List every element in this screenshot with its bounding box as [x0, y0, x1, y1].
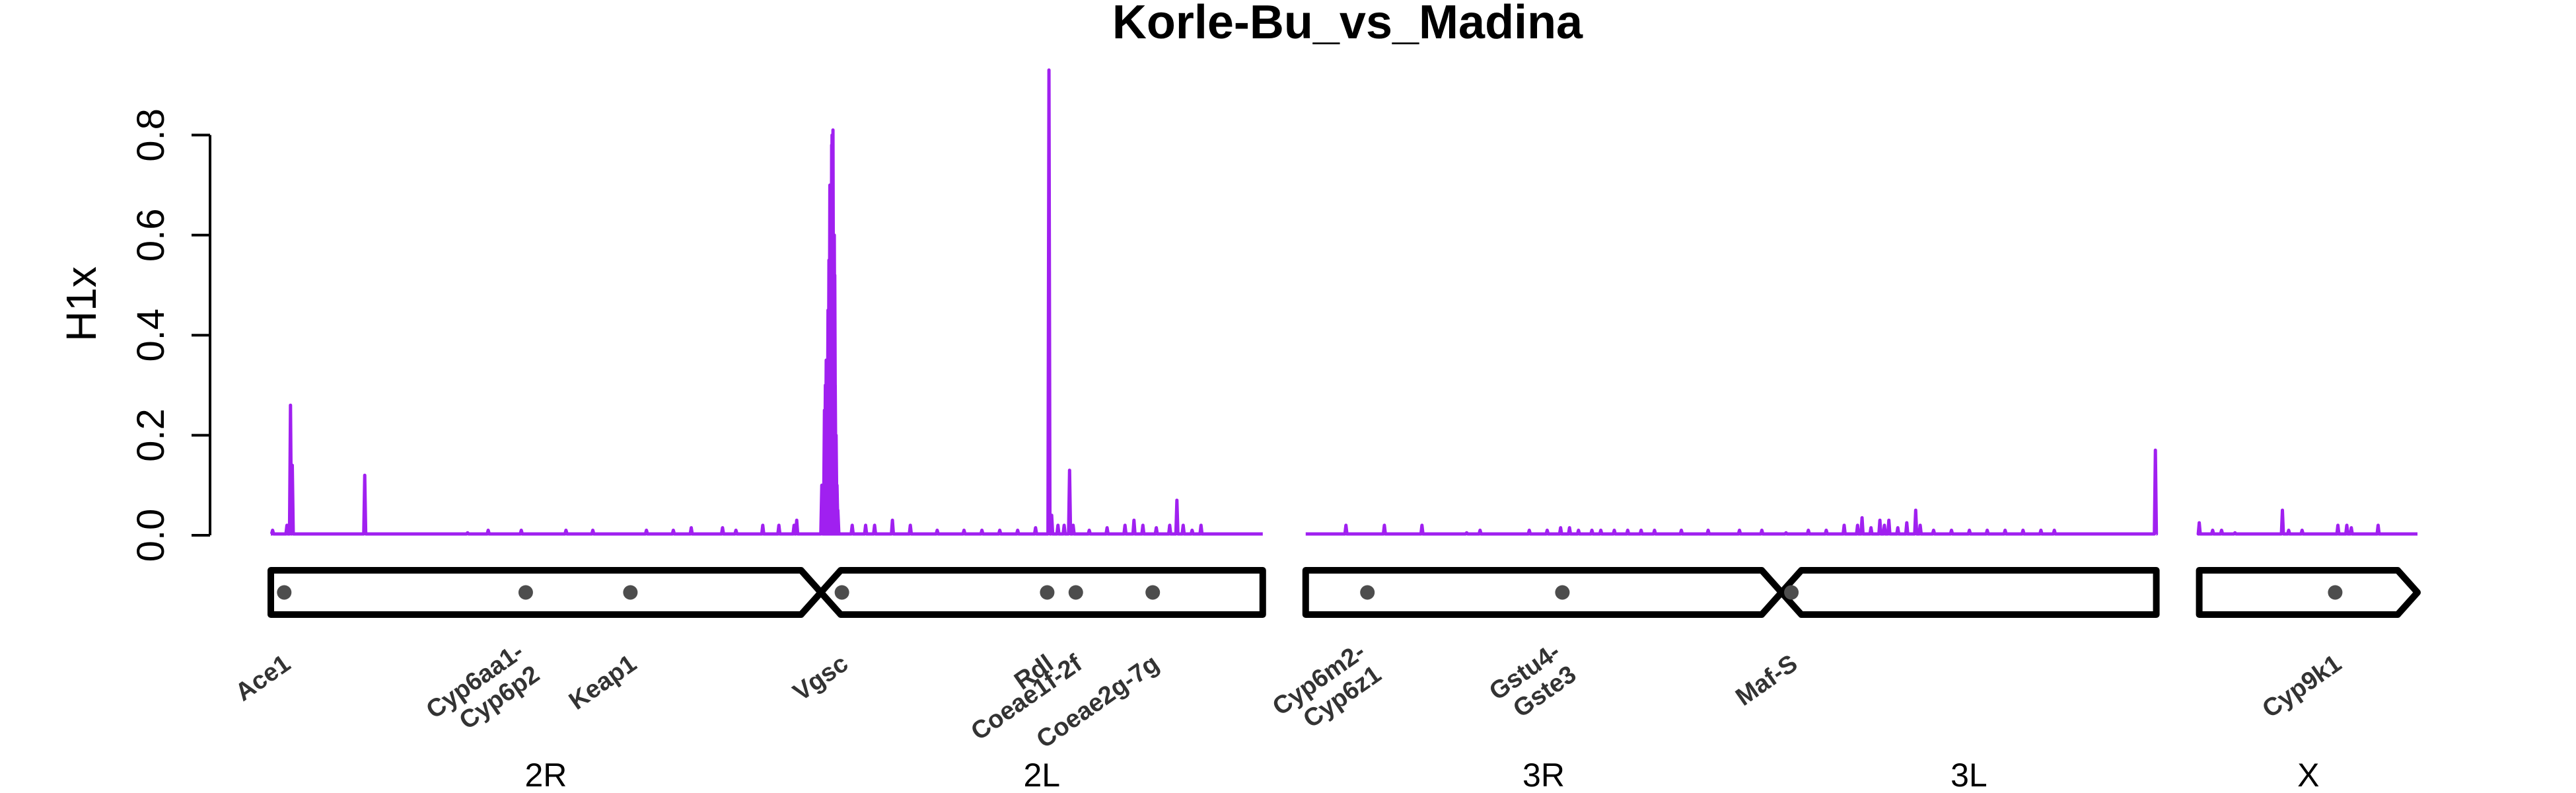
- gene-label-line: Maf-S: [1731, 650, 1803, 712]
- gene-label: Cyp6m2-Cyp6z1: [1268, 638, 1386, 744]
- chromosome-3-ideogram: [1302, 567, 2160, 618]
- gene-label-line: Ace1: [231, 650, 296, 707]
- gene-marker: [518, 585, 533, 600]
- series-line-3r-3l: [1305, 448, 2159, 536]
- gene-marker: [834, 585, 849, 600]
- y-axis: 0.0 0.2 0.4 0.6 0.8: [129, 108, 211, 562]
- gene-marker: [1784, 585, 1799, 600]
- chromosome-label: X: [2297, 757, 2319, 793]
- gene-label: Keap1: [564, 650, 642, 716]
- gene-label: Gstu4-Gste3: [1484, 638, 1581, 729]
- y-tick-label: 0.2: [129, 408, 172, 462]
- chromosome-layer: 2R 2L 3R 3L X: [268, 567, 2421, 793]
- chromosome-label: 2R: [524, 757, 567, 793]
- chart-title: Korle-Bu_vs_Madina: [1112, 0, 1583, 49]
- chromosome-x-ideogram: [2196, 567, 2421, 618]
- gene-marker: [1555, 585, 1570, 600]
- gene-marker: [277, 585, 292, 600]
- gene-marker: [623, 585, 638, 600]
- y-tick-label: 0.6: [129, 208, 172, 262]
- y-tick-label: 0.4: [129, 309, 172, 362]
- gene-label-line: Vgsc: [788, 650, 853, 707]
- gene-label: Vgsc: [788, 650, 853, 707]
- y-axis-label: H1x: [57, 266, 105, 342]
- chromosome-label: 2L: [1023, 757, 1060, 793]
- gene-label: Cyp6aa1-Cyp6p2: [421, 638, 545, 747]
- y-tick-label: 0.0: [129, 509, 172, 562]
- gene-marker: [2328, 585, 2343, 600]
- gene-label: Maf-S: [1731, 650, 1803, 712]
- series-line-2r-2l: [269, 68, 1263, 536]
- gene-marker: [1360, 585, 1375, 600]
- gene-marker: [1145, 585, 1161, 600]
- gene-marker: [1040, 585, 1055, 600]
- series-line-x: [2196, 508, 2417, 536]
- chromosome-label: 3L: [1950, 757, 1987, 793]
- chromosome-label: 3R: [1522, 757, 1565, 793]
- gene-label: Ace1: [231, 650, 296, 707]
- gene-label-line: Cyp9k1: [2258, 650, 2347, 724]
- chromosome-2-ideogram: [268, 567, 1266, 618]
- y-tick-label: 0.8: [129, 108, 172, 162]
- gene-marker: [1068, 585, 1083, 600]
- gene-label-line: Keap1: [564, 650, 642, 716]
- series-layer: [269, 68, 2417, 536]
- gene-label: Cyp9k1: [2258, 650, 2347, 724]
